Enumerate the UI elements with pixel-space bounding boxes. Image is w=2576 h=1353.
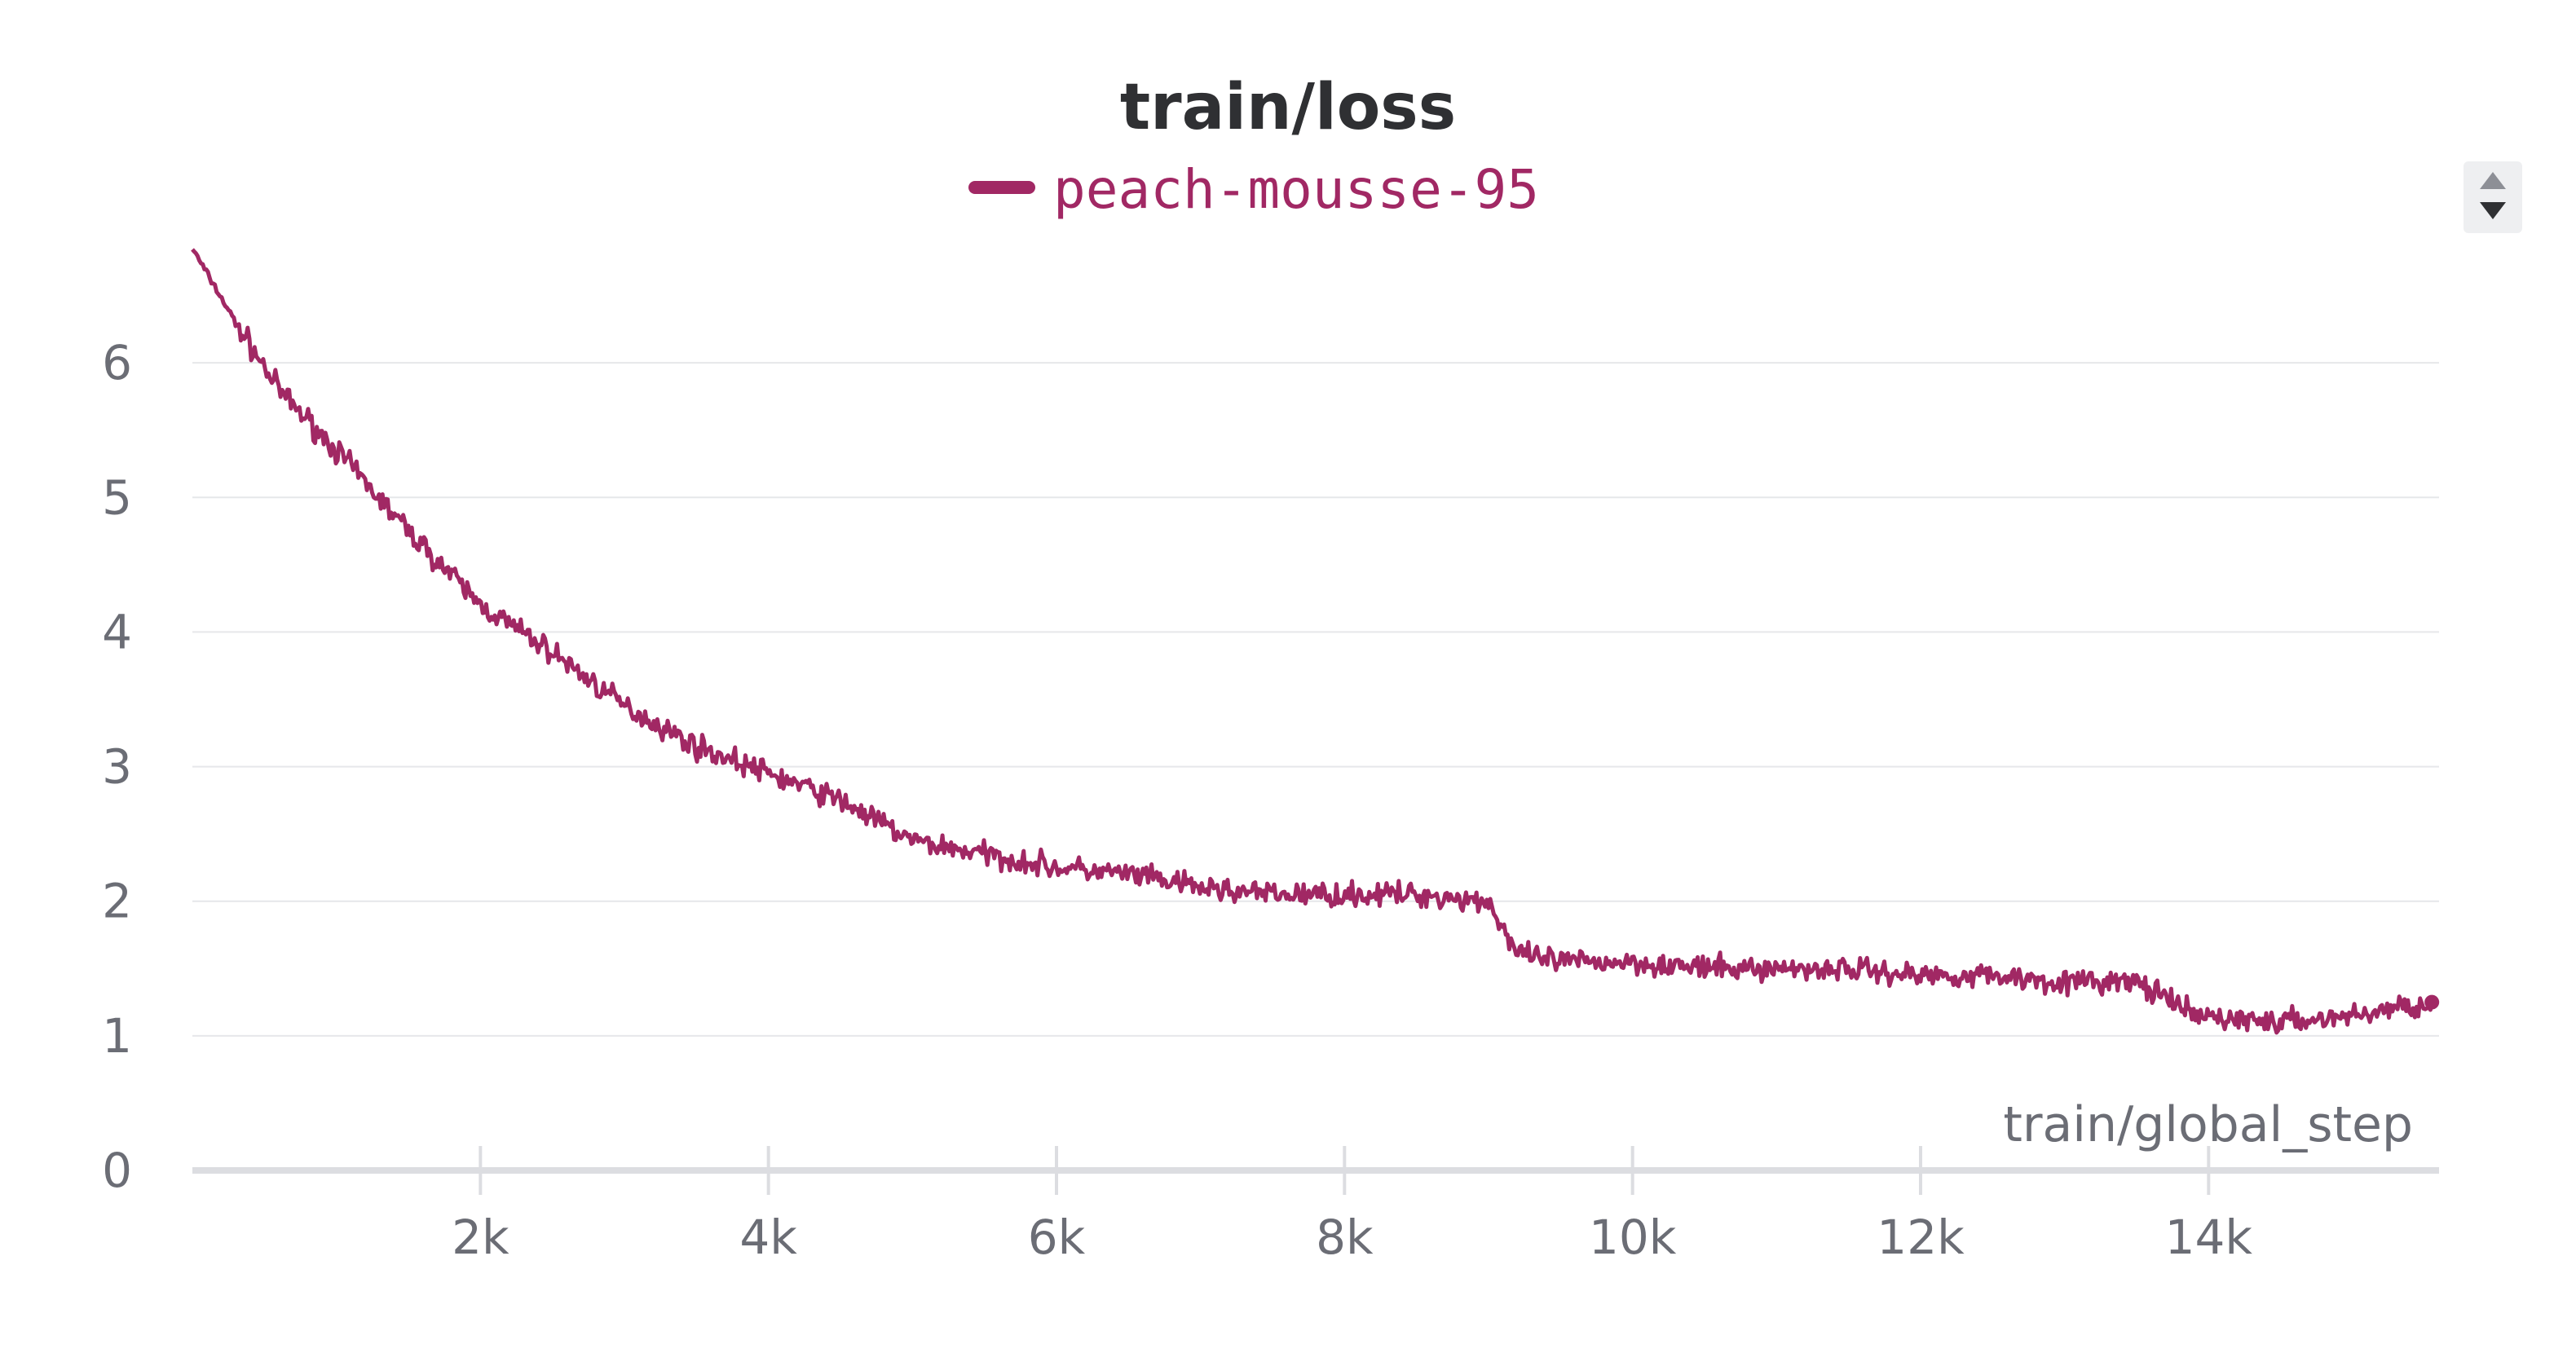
x-tick-label: 6k	[1028, 1210, 1086, 1265]
x-tick-label: 4k	[739, 1210, 797, 1265]
legend-label: peach-mousse-95	[1053, 158, 1539, 221]
grid-lines	[192, 362, 2439, 1037]
x-tick-label: 10k	[1589, 1210, 1677, 1265]
y-tick-label: 6	[102, 335, 132, 390]
x-tick-label: 2k	[452, 1210, 509, 1265]
y-axis: 0 1 2 3 4 5 6	[102, 335, 132, 1198]
x-tick-label: 14k	[2165, 1210, 2253, 1265]
series-line	[191, 248, 2434, 1035]
x-tick-label: 12k	[1877, 1210, 1965, 1265]
scroll-control[interactable]	[2464, 161, 2522, 233]
x-axis-title: train/global_step	[2003, 1096, 2413, 1153]
x-axis-ticks: 2k 4k 6k 8k 10k 12k 14k	[452, 1146, 2252, 1265]
scroll-control-background	[2464, 161, 2522, 233]
y-tick-label: 2	[102, 874, 132, 929]
triangle-up-icon[interactable]	[2480, 172, 2506, 189]
chart-title: train/loss	[1120, 71, 1456, 144]
series-lines	[191, 248, 2440, 1035]
legend[interactable]: peach-mousse-95	[968, 158, 1539, 221]
y-tick-label: 3	[102, 739, 132, 795]
y-tick-label: 0	[102, 1143, 132, 1198]
y-tick-label: 4	[102, 604, 132, 659]
triangle-down-icon[interactable]	[2480, 202, 2506, 219]
y-tick-label: 1	[102, 1008, 132, 1064]
y-tick-label: 5	[102, 469, 132, 525]
x-tick-label: 8k	[1316, 1210, 1374, 1265]
series-end-marker	[2424, 994, 2440, 1010]
